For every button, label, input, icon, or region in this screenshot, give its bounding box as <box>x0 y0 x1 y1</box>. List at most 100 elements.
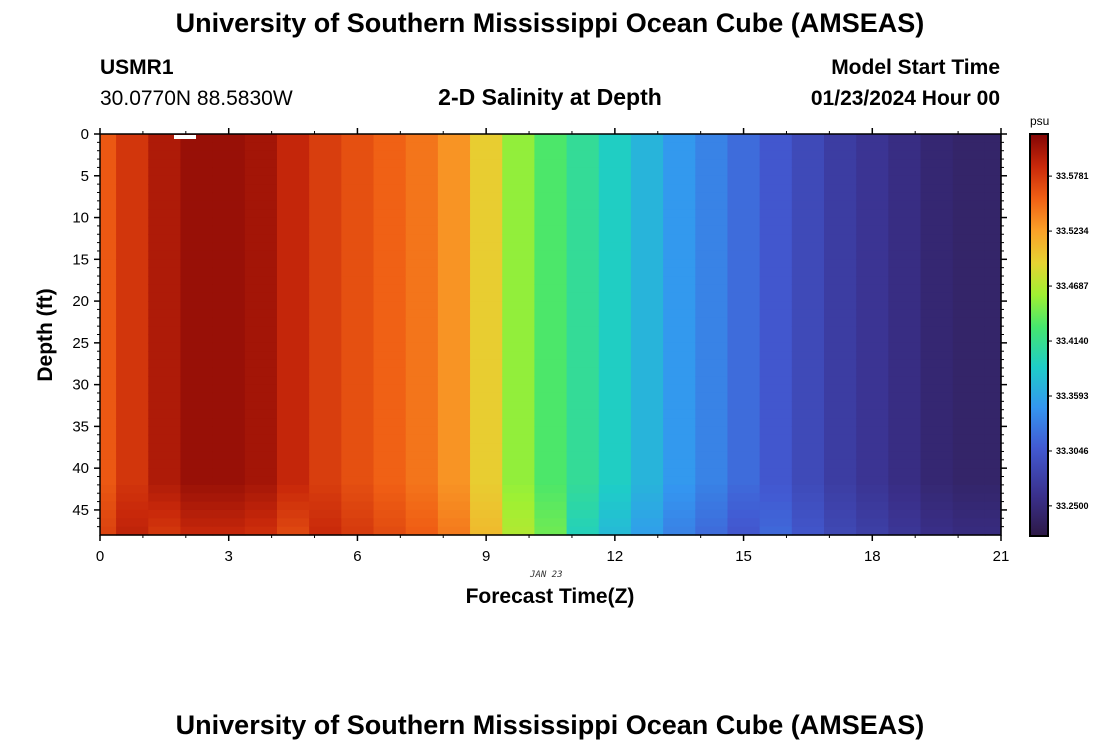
heatmap-cell <box>727 493 761 503</box>
heatmap-cell <box>502 426 536 436</box>
heatmap-cell <box>276 509 310 519</box>
heatmap-cell <box>212 276 246 285</box>
heatmap-cell <box>856 367 889 377</box>
heatmap-cell <box>566 334 600 344</box>
heatmap-cell <box>888 367 922 377</box>
heatmap-cell <box>888 484 922 494</box>
heatmap-cell <box>502 367 536 377</box>
heatmap-cell <box>116 134 149 143</box>
heatmap-cell <box>856 443 889 453</box>
heatmap-cell <box>437 509 471 519</box>
heatmap-cell <box>180 250 214 260</box>
heatmap-cell <box>534 484 568 494</box>
heatmap-cell <box>920 401 954 411</box>
heatmap-cell <box>437 225 471 235</box>
heatmap-cell <box>502 351 536 361</box>
heatmap-cell <box>791 242 825 252</box>
heatmap-cell <box>276 326 310 336</box>
heatmap-cell <box>341 309 375 319</box>
heatmap-cell <box>791 276 825 285</box>
heatmap-cell <box>405 225 439 235</box>
heatmap-cell <box>888 276 922 285</box>
heatmap-cell <box>791 443 825 453</box>
heatmap-cell <box>984 150 1002 160</box>
heatmap-cell <box>566 434 600 444</box>
heatmap-cell <box>276 150 310 160</box>
heatmap-cell <box>100 351 117 361</box>
heatmap-cell <box>888 459 922 469</box>
x-axis-label: Forecast Time(Z) <box>465 585 635 608</box>
heatmap-cell <box>309 234 342 244</box>
heatmap-cell <box>952 184 986 194</box>
heatmap-cell <box>437 367 471 377</box>
heatmap-cell <box>470 167 503 177</box>
heatmap-cell <box>598 276 632 285</box>
heatmap-cell <box>824 159 857 169</box>
heatmap-cell <box>116 351 149 361</box>
heatmap-cell <box>116 526 149 536</box>
heatmap-cell <box>244 184 278 194</box>
heatmap-cell <box>180 267 214 277</box>
heatmap-cell <box>244 150 278 160</box>
heatmap-cell <box>405 284 439 294</box>
heatmap-cell <box>180 209 214 219</box>
heatmap-cell <box>888 359 922 369</box>
heatmap-cell <box>727 484 761 494</box>
heatmap-cell <box>309 342 342 352</box>
heatmap-cell <box>920 451 954 461</box>
heatmap-cell <box>759 209 793 219</box>
heatmap-cell <box>791 159 825 169</box>
heatmap-cell <box>663 326 696 336</box>
heatmap-cell <box>180 443 214 453</box>
heatmap-cell <box>984 184 1002 194</box>
heatmap-cell <box>695 493 729 503</box>
heatmap-cell <box>566 493 600 503</box>
heatmap-cell <box>100 284 117 294</box>
heatmap-cell <box>695 434 729 444</box>
heatmap-cell <box>663 401 696 411</box>
heatmap-cell <box>534 493 568 503</box>
heatmap-cell <box>920 342 954 352</box>
heatmap-cell <box>824 250 857 260</box>
heatmap-cell <box>212 384 246 394</box>
heatmap-cell <box>727 142 761 152</box>
heatmap-cell <box>341 234 375 244</box>
heatmap-cell <box>276 276 310 285</box>
heatmap-cell <box>276 209 310 219</box>
heatmap-cell <box>952 334 986 344</box>
heatmap-cell <box>534 392 568 402</box>
heatmap-cell <box>727 292 761 302</box>
heatmap-cell <box>148 376 182 386</box>
heatmap-cell <box>952 301 986 311</box>
heatmap-cell <box>470 259 503 269</box>
heatmap-cell <box>276 518 310 528</box>
heatmap-cell <box>824 359 857 369</box>
heatmap-cell <box>148 242 182 252</box>
heatmap-cell <box>534 509 568 519</box>
heatmap-cell <box>984 167 1002 177</box>
heatmap-cell <box>663 484 696 494</box>
heatmap-cell <box>100 276 117 285</box>
heatmap-cell <box>888 326 922 336</box>
heatmap-cell <box>888 309 922 319</box>
heatmap-cell <box>180 334 214 344</box>
heatmap-cell <box>100 342 117 352</box>
heatmap-cell <box>437 276 471 285</box>
heatmap-cell <box>727 209 761 219</box>
heatmap-cell <box>630 192 664 202</box>
heatmap-cell <box>309 501 342 511</box>
heatmap-cell <box>100 301 117 311</box>
heatmap-cell <box>598 134 632 143</box>
heatmap-cell <box>630 384 664 394</box>
heatmap-cell <box>856 518 889 528</box>
heatmap-cell <box>630 509 664 519</box>
heatmap-cell <box>824 351 857 361</box>
heatmap-cell <box>727 259 761 269</box>
heatmap-cell <box>952 484 986 494</box>
heatmap-cell <box>598 367 632 377</box>
heatmap-cell <box>791 309 825 319</box>
heatmap-cell <box>341 225 375 235</box>
heatmap-cell <box>534 150 568 160</box>
heatmap-cell <box>630 434 664 444</box>
heatmap-cell <box>437 242 471 252</box>
